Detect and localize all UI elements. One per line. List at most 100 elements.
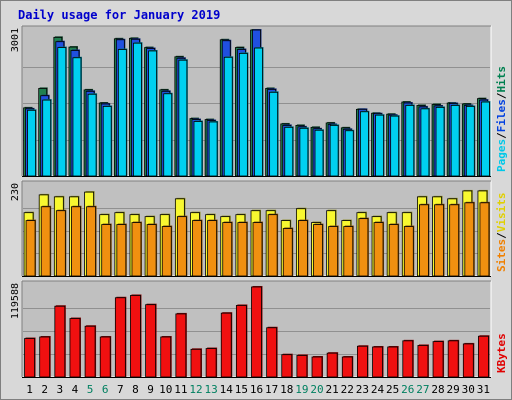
bar-sites-day-5: [86, 205, 97, 277]
bar: [357, 345, 368, 378]
bar-kbytes-day-24: [372, 345, 384, 378]
bar: [344, 130, 354, 177]
bar: [84, 325, 96, 378]
bar: [281, 354, 293, 378]
bar-kbytes-day-31: [478, 335, 490, 378]
bar-kbytes-day-3: [54, 305, 66, 378]
bar-pages-day-8: [133, 42, 143, 177]
bar: [24, 338, 35, 378]
bar: [71, 206, 81, 277]
bar-kbytes-day-2: [39, 335, 51, 378]
bar: [266, 327, 278, 378]
bar-sites-day-16: [252, 221, 263, 277]
bar-pages-day-22: [344, 129, 355, 177]
panel-kbytes: 119588 KBytes: [10, 280, 508, 378]
bar: [449, 204, 460, 277]
bar: [282, 228, 293, 277]
bar-kbytes-day-12: [190, 348, 202, 378]
series-kbytes: [24, 285, 490, 378]
panel-legend: KBytes: [495, 333, 508, 373]
bar-kbytes-day-9: [145, 303, 157, 378]
bar: [478, 335, 489, 378]
bar-sites-day-22: [343, 225, 354, 277]
day-label-11: 11: [174, 383, 187, 396]
legend-item-files: Files: [495, 99, 508, 132]
panel-max-label: 119588: [10, 283, 21, 319]
bar-sites-day-17: [267, 213, 279, 277]
bar: [419, 204, 429, 277]
day-label-23: 23: [356, 383, 369, 396]
day-label-15: 15: [235, 383, 248, 396]
bar-sites-day-8: [131, 221, 142, 277]
bar: [116, 224, 127, 277]
bar-kbytes-day-20: [311, 355, 324, 378]
bar: [133, 42, 142, 177]
bar-pages-day-18: [284, 126, 294, 177]
bar: [435, 107, 445, 177]
bar: [465, 106, 475, 177]
bar-kbytes-day-30: [462, 342, 475, 378]
day-label-29: 29: [447, 383, 460, 396]
bar-sites-day-24: [373, 221, 385, 277]
bar: [27, 109, 36, 177]
bar: [40, 206, 51, 277]
bar-sites-day-25: [388, 223, 400, 277]
bar: [343, 226, 354, 277]
bar: [326, 352, 338, 378]
bar-sites-day-27: [419, 203, 430, 277]
bar-pages-day-13: [208, 120, 219, 177]
legend-item-sites: Sites: [495, 239, 508, 272]
bar-kbytes-day-29: [447, 339, 460, 378]
bar-pages-day-5: [87, 93, 98, 177]
bar-sites-day-30: [464, 201, 475, 277]
bar: [450, 105, 460, 177]
legend-item-hits: Hits: [495, 66, 508, 93]
bar: [54, 305, 66, 378]
bar-kbytes-day-25: [387, 345, 399, 378]
bar: [57, 47, 67, 177]
bar: [464, 202, 475, 277]
day-label-8: 8: [132, 383, 139, 396]
legend-item-visits: Visits: [495, 193, 508, 233]
bar-kbytes-day-28: [432, 340, 445, 378]
bar: [190, 348, 202, 378]
day-label-6: 6: [102, 383, 109, 396]
bar: [313, 224, 323, 277]
chart-panels: 3001Pages/Files/Hits230Sites/Visits11958…: [10, 25, 508, 378]
bar: [178, 59, 188, 177]
bar-pages-day-6: [102, 105, 113, 177]
bar: [311, 356, 323, 378]
bar-kbytes-day-18: [281, 353, 293, 378]
bar-pages-day-20: [314, 129, 325, 177]
bar-sites-day-9: [146, 223, 158, 277]
bar: [161, 226, 172, 277]
day-label-16: 16: [250, 383, 263, 396]
bar-kbytes-day-4: [69, 317, 81, 378]
day-label-3: 3: [57, 383, 64, 396]
bar: [254, 47, 263, 177]
bar-sites-day-2: [40, 205, 52, 277]
bar-pages-day-16: [254, 47, 264, 177]
series-sites: [25, 201, 490, 277]
bar-pages-day-28: [435, 106, 446, 177]
bar-sites-day-18: [282, 227, 294, 277]
bar-kbytes-day-16: [251, 285, 263, 378]
bar: [269, 91, 279, 177]
bar: [176, 216, 187, 277]
bar: [403, 226, 414, 277]
bar: [39, 336, 51, 378]
bar-kbytes-day-15: [235, 304, 248, 378]
day-label-20: 20: [310, 383, 323, 396]
bar: [358, 218, 369, 277]
day-label-14: 14: [220, 383, 234, 396]
bar-pages-day-10: [163, 92, 173, 177]
bar: [432, 341, 444, 378]
bar-sites-day-3: [55, 209, 67, 277]
bar-sites-day-19: [297, 219, 309, 277]
panel-legend: Pages/Files/Hits: [495, 66, 508, 172]
day-label-25: 25: [386, 383, 399, 396]
bar: [388, 224, 399, 277]
day-label-27: 27: [416, 383, 429, 396]
